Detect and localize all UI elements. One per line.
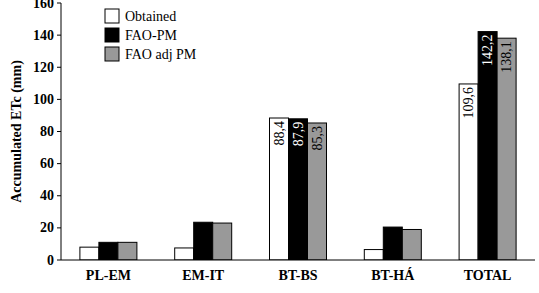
legend: Obtained FAO-PM FAO adj PM: [105, 9, 197, 62]
y-tick: [57, 67, 61, 68]
y-tick-label: 20: [40, 220, 54, 235]
y-tick-label: 120: [33, 60, 54, 75]
bar: [383, 227, 402, 260]
data-label: 87,9: [291, 122, 306, 147]
y-tick-label: 40: [40, 188, 54, 203]
bar: [175, 248, 194, 260]
y-tick: [57, 3, 61, 4]
x-tick-label: TOTAL: [464, 268, 512, 283]
bar: [402, 229, 421, 260]
data-label: 88,4: [272, 121, 287, 146]
y-tick-label: 140: [33, 28, 54, 43]
y-tick: [57, 35, 61, 36]
bar: [364, 250, 383, 260]
y-axis-label: Accumulated ETc (mm): [9, 60, 25, 203]
bar: [80, 247, 99, 260]
x-tick-label: EM-IT: [182, 268, 225, 283]
y-tick: [57, 195, 61, 196]
bars: [80, 32, 516, 260]
y-tick: [57, 99, 61, 100]
x-tick-label: BT-HÁ: [371, 267, 415, 283]
legend-swatch: [105, 47, 119, 61]
bar: [497, 38, 516, 260]
legend-swatch: [105, 28, 119, 42]
legend-swatch: [105, 9, 119, 23]
y-tick: [57, 163, 61, 164]
bar: [289, 119, 308, 260]
x-axis: [61, 260, 535, 261]
y-tick-label: 60: [40, 156, 54, 171]
x-tick-label: BT-BS: [278, 268, 317, 283]
y-tick-label: 160: [33, 0, 54, 11]
chart: 0 20 40 60 80 100 120 140 160 Accumulated ETc (mm…: [0, 0, 539, 293]
data-label: 109,6: [461, 87, 476, 119]
bar: [99, 242, 118, 260]
legend-label: Obtained: [125, 9, 176, 24]
y-tick: [57, 131, 61, 132]
bar: [270, 118, 289, 260]
y-tick-label: 100: [33, 92, 54, 107]
y-axis: [61, 3, 62, 260]
y-tick-label: 80: [40, 124, 54, 139]
bar: [213, 223, 232, 260]
data-label: 142,2: [480, 35, 495, 66]
y-tick-label: 0: [47, 253, 54, 268]
legend-label: FAO adj PM: [125, 47, 197, 62]
bar: [478, 32, 497, 260]
data-label: 138,1: [499, 41, 514, 73]
bar: [459, 84, 478, 260]
bar: [194, 222, 213, 260]
data-label: 85,3: [310, 126, 325, 151]
chart-root: 0 20 40 60 80 100 120 140 160 Accumulated ETc (mm…: [0, 0, 539, 293]
data-labels: 88,4 87,9 85,3 109,6 142,2 138,1: [272, 35, 515, 151]
legend-label: FAO-PM: [125, 28, 177, 43]
bar: [308, 123, 327, 260]
y-tick: [57, 227, 61, 228]
bar: [118, 242, 137, 260]
x-tick-label: PL-EM: [86, 268, 131, 283]
y-tick: [57, 260, 61, 261]
